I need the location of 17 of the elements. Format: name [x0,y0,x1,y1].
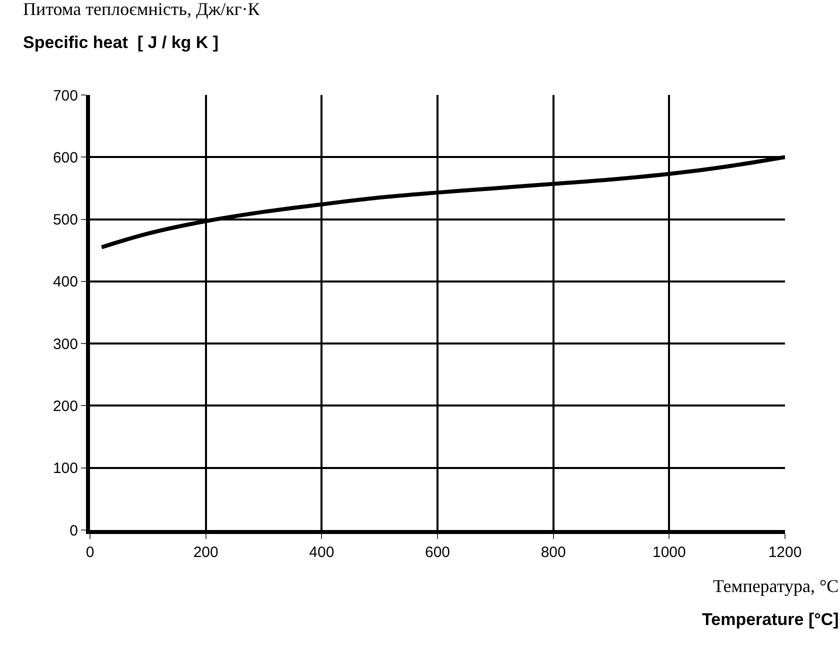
x-tick-label: 200 [193,544,218,561]
y-tick-label: 300 [52,336,78,353]
y-tick-label: 400 [52,274,78,291]
y-tick-label: 600 [52,149,78,166]
y-tick-label: 100 [52,460,78,478]
y-tick-label: 700 [52,87,78,104]
y-tick-label: 500 [52,212,78,229]
x-tick-label: 1200 [768,544,802,561]
x-tick-label: 600 [424,544,450,561]
y-tick-label: 200 [52,398,78,415]
x-axis-title: Температура, °С Temperature [°C] [702,576,839,629]
x-tick-label: 0 [86,544,94,561]
x-tick-label: 1000 [652,544,686,561]
x-tick-label: 800 [540,544,566,561]
x-tick-label: 400 [309,544,334,561]
y-axis-title: Питома теплоємність, Дж/кг·К Specific heat [ J / kg K ] [23,0,261,52]
y-tick-label: 0 [70,522,78,540]
